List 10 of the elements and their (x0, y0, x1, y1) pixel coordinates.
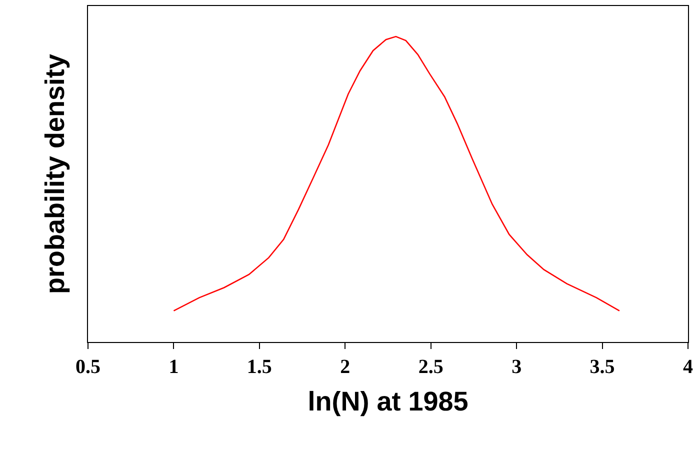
x-tick-label: 0.5 (76, 356, 100, 378)
x-axis-title: ln(N) at 1985 (308, 386, 468, 416)
x-tick-label: 2.5 (418, 356, 444, 378)
x-tick-label: 3 (512, 356, 522, 378)
x-tick-label: 1 (168, 356, 179, 378)
x-tick-label: 2 (340, 356, 350, 378)
x-tick-label: 3.5 (590, 356, 615, 378)
x-tick-label: 4 (683, 356, 693, 378)
x-tick-label: 1.5 (246, 356, 272, 378)
y-axis-title: probability density (40, 54, 70, 294)
